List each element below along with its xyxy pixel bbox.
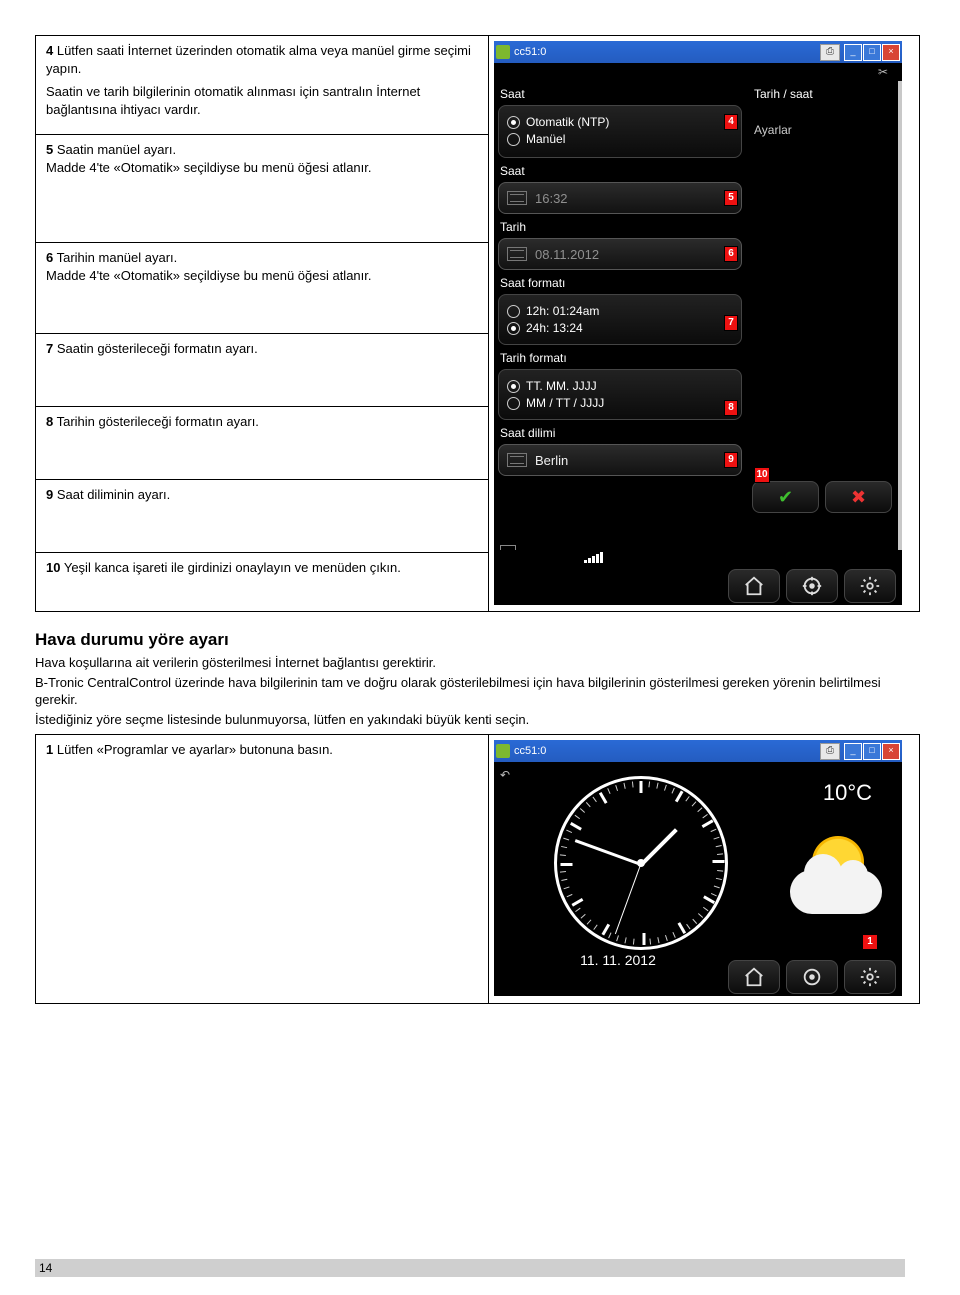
app-icon bbox=[496, 744, 510, 758]
step-text: Saat diliminin ayarı. bbox=[53, 487, 170, 502]
callout-5: 5 bbox=[724, 190, 738, 206]
section-label: Tarih / saat bbox=[754, 87, 890, 101]
section-label: Tarih bbox=[500, 220, 740, 234]
radio-ttmmjjjj[interactable]: TT. MM. JJJJ bbox=[507, 379, 733, 393]
radio-ntp[interactable]: Otomatik (NTP) bbox=[507, 115, 733, 129]
timezone-field[interactable]: Berlin 9 bbox=[498, 444, 742, 476]
section-label: Saat formatı bbox=[500, 276, 740, 290]
back-arrow-icon[interactable]: ↶ bbox=[500, 768, 510, 782]
step-text: Saatin manüel ayarı. bbox=[53, 142, 176, 157]
cancel-button[interactable]: ✖ bbox=[825, 481, 892, 513]
confirm-button[interactable]: ✔ bbox=[752, 481, 819, 513]
step-text: Madde 4'te «Otomatik» seçildiyse bu menü… bbox=[46, 268, 372, 283]
app-icon bbox=[496, 45, 510, 59]
callout-8: 8 bbox=[724, 400, 738, 416]
minimize-button[interactable]: _ bbox=[844, 44, 862, 61]
network-button[interactable] bbox=[786, 960, 838, 994]
date-field[interactable]: 08.11.2012 6 bbox=[498, 238, 742, 270]
scissors-icon: ✂ bbox=[878, 65, 888, 79]
settings-right-panel: Tarih / saat Ayarlar 10 ✔ ✖ bbox=[746, 81, 898, 565]
callout-7: 7 bbox=[724, 315, 738, 331]
instruction-table-2: 1 Lütfen «Programlar ve ayarlar» butonun… bbox=[35, 734, 920, 1004]
radio-12h[interactable]: 12h: 01:24am bbox=[507, 304, 733, 318]
settings-button[interactable] bbox=[844, 569, 896, 603]
step-text: Tarihin manüel ayarı. bbox=[53, 250, 177, 265]
paragraph: Hava koşullarına ait verilerin gösterilm… bbox=[35, 654, 920, 672]
print-icon[interactable]: ⎙ bbox=[820, 743, 840, 760]
instruction-table-1: 4 Lütfen saati İnternet üzerinden otomat… bbox=[35, 35, 920, 612]
device-screenshot-clock: cc51:0 ⎙ _ □ × ↶ 11. 11. 2012 10°C bbox=[494, 740, 902, 996]
callout-1: 1 bbox=[862, 934, 878, 950]
page-footer: 14 bbox=[35, 1259, 905, 1277]
step-text: Saatin gösterileceği formatın ayarı. bbox=[53, 341, 258, 356]
time-field[interactable]: 16:32 5 bbox=[498, 182, 742, 214]
callout-4: 4 bbox=[724, 114, 738, 130]
callout-9: 9 bbox=[724, 452, 738, 468]
cloud-icon bbox=[790, 870, 882, 914]
section-label: Ayarlar bbox=[754, 123, 890, 137]
section-label: Saat bbox=[500, 87, 740, 101]
paragraph: B-Tronic CentralControl üzerinde hava bi… bbox=[35, 674, 920, 709]
section-heading: Hava durumu yöre ayarı bbox=[35, 630, 920, 650]
network-button[interactable] bbox=[786, 569, 838, 603]
step-text: Yeşil kanca işareti ile girdinizi onayla… bbox=[60, 560, 400, 575]
home-button[interactable] bbox=[728, 960, 780, 994]
callout-10: 10 bbox=[754, 467, 770, 483]
step-text: Saatin ve tarih bilgilerinin otomatik al… bbox=[46, 84, 420, 117]
step-text: Madde 4'te «Otomatik» seçildiyse bu menü… bbox=[46, 160, 372, 175]
paragraph: İstediğiniz yöre seçme listesinde bulunm… bbox=[35, 711, 920, 729]
step-num: 10 bbox=[46, 560, 60, 575]
nav-bar bbox=[494, 956, 902, 996]
close-button[interactable]: × bbox=[882, 44, 900, 61]
time-format-card: 12h: 01:24am 24h: 13:24 7 bbox=[498, 294, 742, 345]
radio-manual[interactable]: Manüel bbox=[507, 132, 733, 146]
minimize-button[interactable]: _ bbox=[844, 743, 862, 760]
settings-left-panel: Saat Otomatik (NTP) Manüel 4 Saat 16:32 … bbox=[494, 81, 746, 565]
keyboard-icon bbox=[507, 191, 527, 205]
section-label: Saat dilimi bbox=[500, 426, 740, 440]
step-text: Tarihin gösterileceği formatın ayarı. bbox=[53, 414, 259, 429]
callout-6: 6 bbox=[724, 246, 738, 262]
step-text: Lütfen saati İnternet üzerinden otomatik… bbox=[46, 43, 471, 76]
date-format-card: TT. MM. JJJJ MM / TT / JJJJ 8 bbox=[498, 369, 742, 420]
temperature: 10°C bbox=[823, 780, 872, 806]
maximize-button[interactable]: □ bbox=[863, 44, 881, 61]
nav-bar bbox=[494, 565, 902, 605]
maximize-button[interactable]: □ bbox=[863, 743, 881, 760]
section-label: Tarih formatı bbox=[500, 351, 740, 365]
radio-24h[interactable]: 24h: 13:24 bbox=[507, 321, 733, 335]
window-title: cc51:0 bbox=[514, 46, 546, 58]
print-icon[interactable]: ⎙ bbox=[820, 44, 840, 61]
home-button[interactable] bbox=[728, 569, 780, 603]
device-screenshot-settings: cc51:0 ⎙ _ □ × ✂ Saat Otomatik (NTP) bbox=[494, 41, 902, 605]
close-button[interactable]: × bbox=[882, 743, 900, 760]
analog-clock bbox=[554, 776, 728, 950]
keyboard-icon bbox=[507, 247, 527, 261]
signal-bar bbox=[494, 550, 902, 565]
step-text: Lütfen «Programlar ve ayarlar» butonuna … bbox=[53, 742, 333, 757]
ntp-card: Otomatik (NTP) Manüel 4 bbox=[498, 105, 742, 158]
keyboard-icon bbox=[507, 453, 527, 467]
window-titlebar: cc51:0 ⎙ _ □ × bbox=[494, 740, 902, 762]
window-titlebar: cc51:0 ⎙ _ □ × bbox=[494, 41, 902, 63]
section-label: Saat bbox=[500, 164, 740, 178]
radio-mmttjjjj[interactable]: MM / TT / JJJJ bbox=[507, 396, 733, 410]
window-title: cc51:0 bbox=[514, 745, 546, 757]
settings-button[interactable] bbox=[844, 960, 896, 994]
